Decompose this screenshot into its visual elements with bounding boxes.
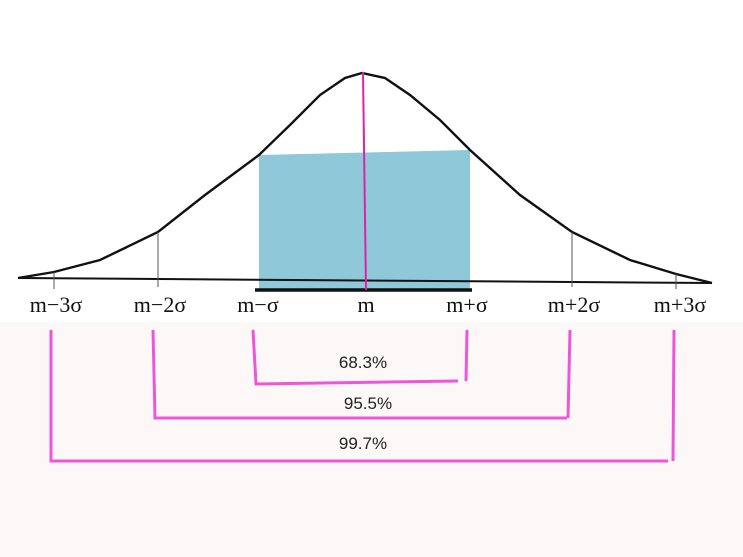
axis-label-m-minus-3-sigma: m−3σ: [30, 292, 83, 317]
mean-center-line: [362, 71, 367, 291]
axis-label-m-minus-2-sigma: m−2σ: [134, 292, 187, 317]
two-sigma-percent-label: 95.5%: [344, 394, 392, 413]
axis-label-mean: m: [357, 292, 374, 317]
three-sigma-bracket: [49, 329, 676, 463]
axis-label-m-plus-3-sigma: m+3σ: [654, 292, 707, 317]
one-sigma-bracket: [251, 329, 469, 386]
axis-label-m-plus-2-sigma: m+2σ: [548, 292, 601, 317]
lower-background-band: [0, 322, 743, 557]
one-sigma-percent-label: 68.3%: [339, 353, 387, 372]
two-sigma-bracket: [151, 329, 572, 420]
three-sigma-percent-label: 99.7%: [339, 434, 387, 453]
axis-label-m-minus-sigma: m−σ: [237, 292, 279, 317]
axis-label-m-plus-sigma: m+σ: [446, 292, 488, 317]
